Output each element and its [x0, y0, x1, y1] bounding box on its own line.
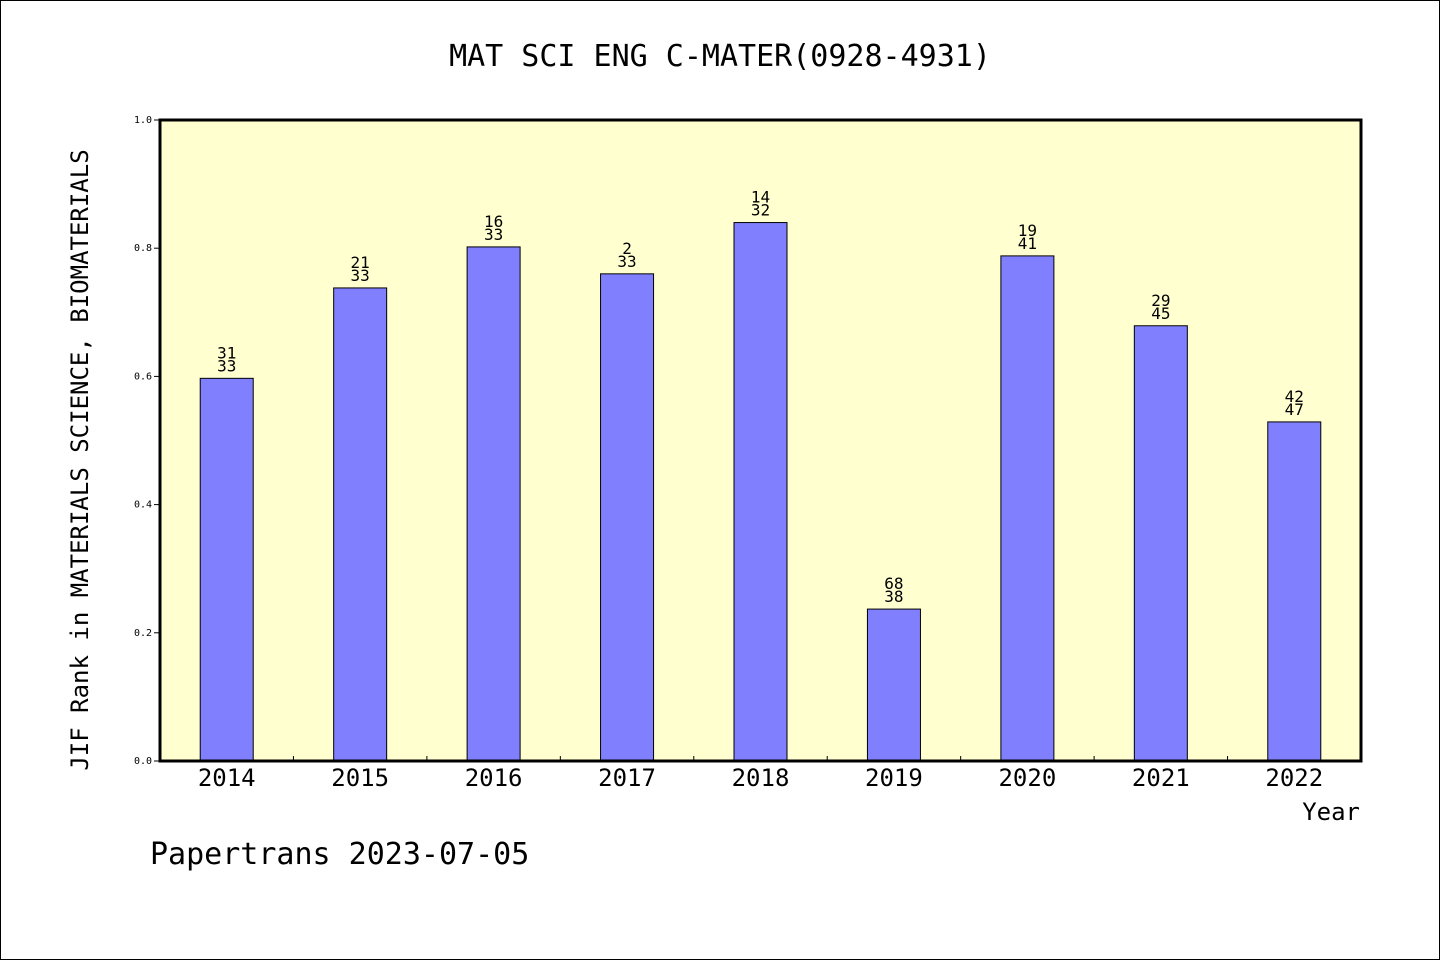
- bar-label-top-2019: 68: [884, 574, 903, 593]
- y-tick-label: 0.8: [134, 243, 152, 254]
- bar-label-top-2014: 31: [217, 343, 236, 362]
- x-axis: 2014 2015 2016 2017 2018 2019 2020 2021 2022: [198, 756, 1323, 792]
- bar-label-bottom-2019: 38: [884, 587, 903, 606]
- bar-label-bottom-2018: 32: [751, 201, 770, 220]
- x-tick-label-2021: 2021: [1132, 764, 1190, 792]
- x-axis-label: Year: [1302, 798, 1360, 826]
- y-axis-label: JIF Rank in MATERIALS SCIENCE, BIOMATERI…: [66, 149, 94, 770]
- y-tick-label: 1.0: [134, 115, 152, 126]
- bar-label-top-2018: 14: [751, 188, 770, 207]
- y-axis: 0.0 0.2 0.4 0.6 0.8 1.0: [134, 115, 160, 767]
- x-tick-label-2020: 2020: [998, 764, 1056, 792]
- bar-label-top-2020: 19: [1018, 221, 1037, 240]
- bar-2020: [1000, 255, 1055, 762]
- x-tick-label-2017: 2017: [598, 764, 656, 792]
- bar-2019: [866, 608, 921, 762]
- bar-2017: [600, 273, 655, 762]
- x-tick-label-2015: 2015: [331, 764, 389, 792]
- x-tick-label-2018: 2018: [732, 764, 790, 792]
- bar-label-bottom-2020: 41: [1018, 234, 1037, 253]
- bar-label-bottom-2017: 33: [617, 252, 636, 271]
- bar-2015: [333, 287, 388, 762]
- bar-label-top-2021: 29: [1151, 291, 1170, 310]
- bar-label-bottom-2014: 33: [217, 356, 236, 375]
- y-tick-label: 0.2: [134, 628, 152, 639]
- bar-label-bottom-2016: 33: [484, 225, 503, 244]
- x-tick-label-2022: 2022: [1265, 764, 1323, 792]
- y-tick-label: 0.0: [134, 756, 152, 767]
- plot-border: [158, 118, 1363, 763]
- bar-label-top-2017: 2: [622, 239, 632, 258]
- bar-label-bottom-2021: 45: [1151, 304, 1170, 323]
- footer-text: Papertrans 2023-07-05: [150, 837, 529, 872]
- x-tick-label-2014: 2014: [198, 764, 256, 792]
- y-tick-label: 0.4: [134, 500, 152, 511]
- bar-2021: [1133, 325, 1188, 762]
- bars-group: [199, 222, 1322, 762]
- chart-title: MAT SCI ENG C-MATER(0928-4931): [449, 39, 991, 74]
- bar-2014: [199, 377, 254, 762]
- bar-label-bottom-2022: 47: [1285, 400, 1304, 419]
- y-tick-label: 0.6: [134, 371, 152, 382]
- x-tick-label-2019: 2019: [865, 764, 923, 792]
- bar-2016: [466, 246, 521, 762]
- bar-label-bottom-2015: 33: [351, 266, 370, 285]
- bar-label-top-2015: 21: [351, 253, 370, 272]
- bar-2022: [1267, 421, 1322, 762]
- bar-label-top-2022: 42: [1285, 387, 1304, 406]
- bar-2018: [733, 222, 788, 762]
- bar-label-top-2016: 16: [484, 212, 503, 231]
- x-tick-label-2016: 2016: [465, 764, 523, 792]
